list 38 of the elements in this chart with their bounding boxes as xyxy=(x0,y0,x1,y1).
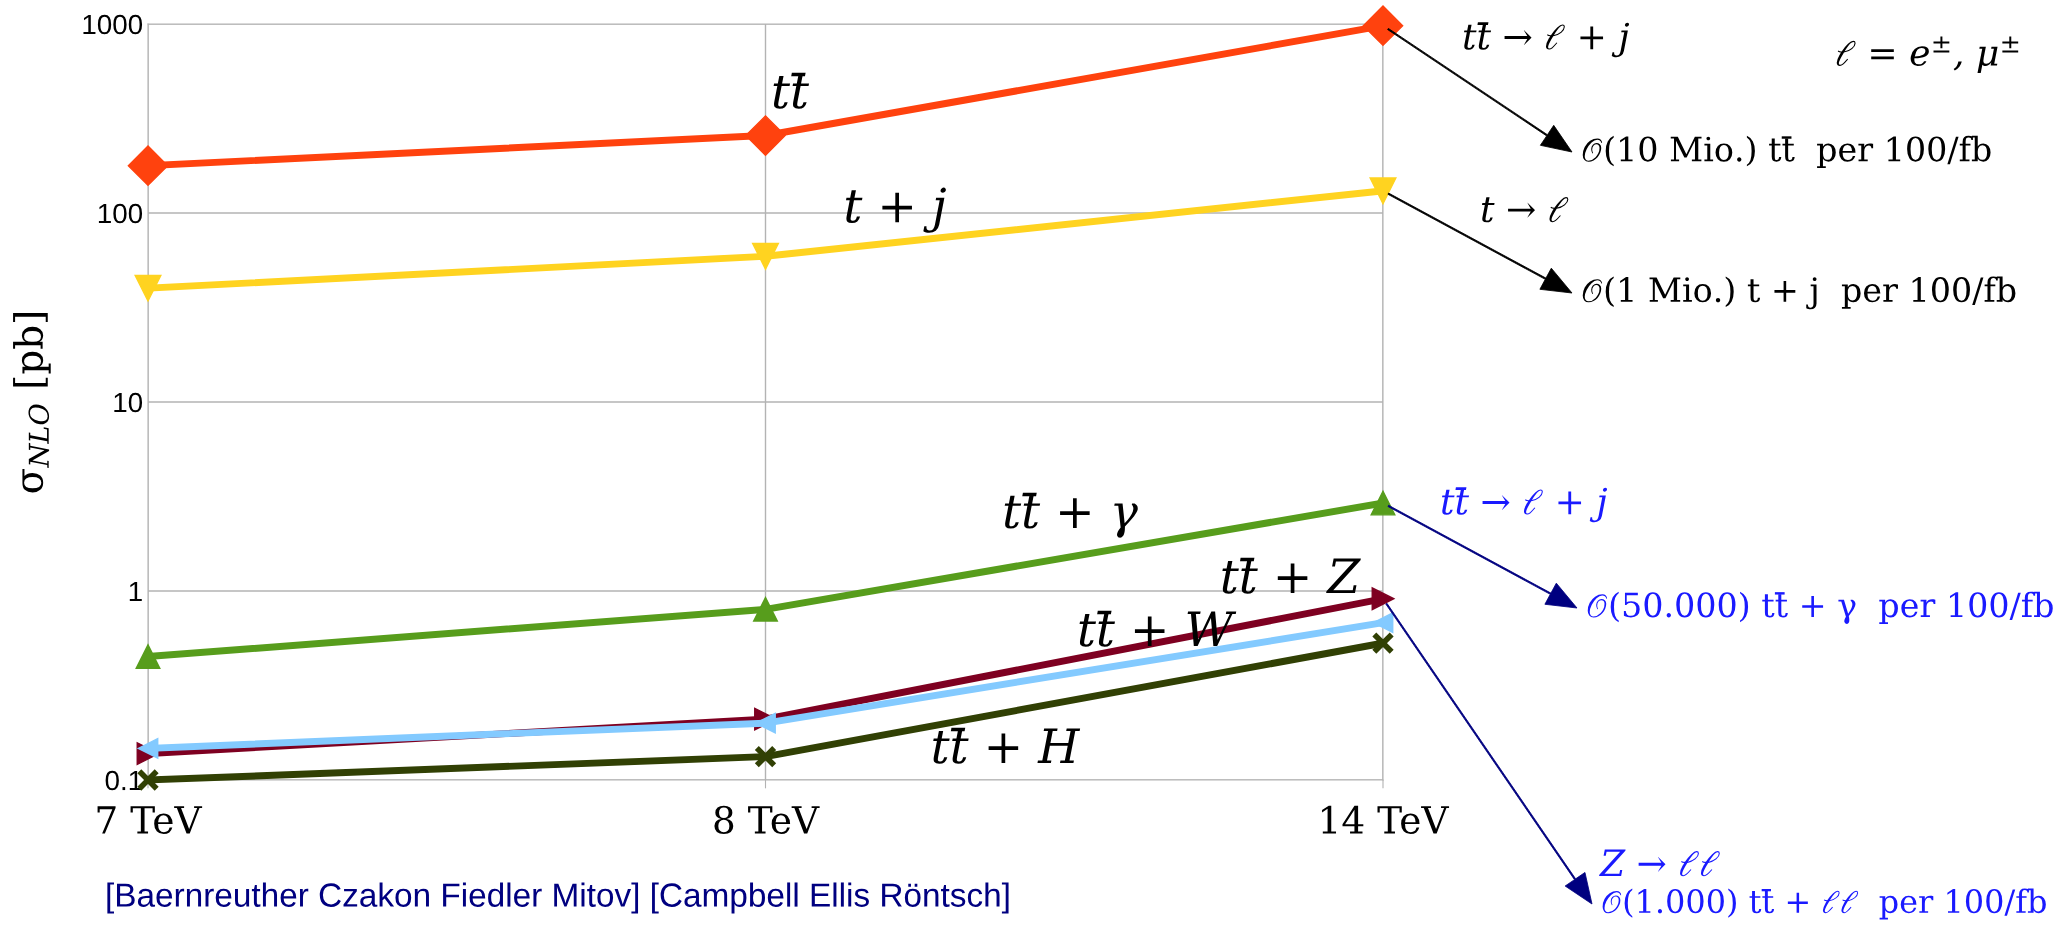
text: Z → ℓℓ xyxy=(1599,849,1720,877)
text: t → ℓ xyxy=(1481,197,1569,223)
text: ℓ = e$^{±}$, μ$^{±}$ xyxy=(1836,36,2019,74)
y-tick-label: 10 xyxy=(114,392,143,413)
point xyxy=(135,644,161,670)
x-tick-label: 7 TeV xyxy=(97,806,203,835)
point xyxy=(1362,5,1404,46)
text: [Baernreuther Czakon Fiedler Mitov] [Campbell Ellis Röntsch] xyxy=(107,882,1009,914)
series-label: tt̄ + H xyxy=(933,727,1081,764)
point xyxy=(754,745,777,769)
point xyxy=(752,596,779,622)
point xyxy=(1369,177,1397,205)
y-tick-label: 0.1 xyxy=(105,770,142,791)
text: 𝒪(10 Mio.) tt̄ per 100/fb xyxy=(1582,135,1991,169)
point xyxy=(1370,490,1396,516)
series-label: tt̄ + Z xyxy=(1222,557,1361,594)
point xyxy=(1372,612,1394,634)
series-label: tt̄ + γ xyxy=(1004,492,1138,538)
point xyxy=(134,274,162,302)
text: 𝒪(1.000) tt̄ + ℓℓ per 100/fb xyxy=(1602,888,2046,920)
series-label: t + j xyxy=(845,187,946,233)
text: tt̄ → ℓ + j xyxy=(1441,487,1608,523)
y-tick-label: 1 xyxy=(129,581,142,602)
y-axis-title: σ$_{NLO}$ [pb] xyxy=(13,313,51,493)
y-tick-label: 100 xyxy=(98,203,143,224)
series-label: tt̄ xyxy=(773,72,810,109)
point xyxy=(1371,631,1395,655)
point xyxy=(1371,587,1395,611)
x-tick-label: 14 TeV xyxy=(1322,805,1450,835)
text: 𝒪(50.000) tt̄ + γ per 100/fb xyxy=(1587,591,2053,624)
point xyxy=(751,242,780,270)
text: tt̄ → ℓ + j xyxy=(1463,22,1630,58)
point xyxy=(745,115,786,156)
text: 𝒪(1 Mio.) t + j per 100/fb xyxy=(1582,276,2016,310)
point xyxy=(127,145,169,187)
x-tick-label: 8 TeV xyxy=(714,805,820,835)
y-tick-label: 1000 xyxy=(83,14,143,35)
point xyxy=(137,737,159,759)
